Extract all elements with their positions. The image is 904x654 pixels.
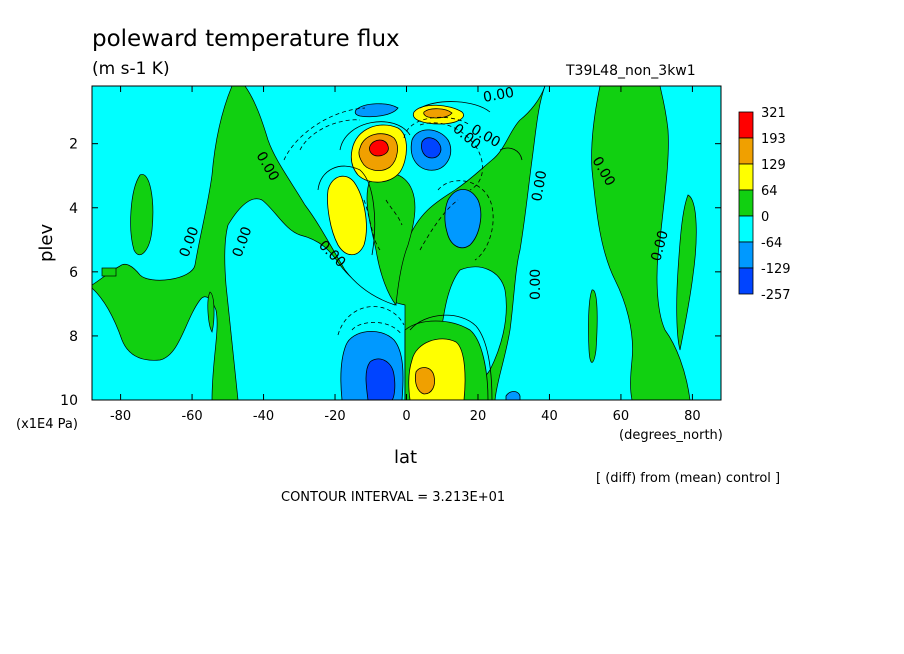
colorbar-swatch <box>738 189 754 217</box>
y-tick-label: 8 <box>69 329 78 345</box>
region-green-west-island <box>130 174 154 256</box>
colorbar-label: 0 <box>761 210 769 225</box>
positive-contours <box>317 101 523 400</box>
colorbar-swatch <box>738 241 754 269</box>
region-yellow-mid-west <box>327 175 367 256</box>
x-axis-unit: (degrees_north) <box>619 428 723 443</box>
colorbar-swatch <box>738 215 754 243</box>
region-darkblue-lower-west <box>365 358 396 400</box>
y-tick-label: 2 <box>69 137 78 153</box>
colorbar: 321 193 129 64 0 -64 -129 -257 <box>738 106 791 303</box>
zero-label-east-40: 0.00 <box>529 169 550 202</box>
colorbar-swatch <box>738 163 754 191</box>
zero-label-east-70: 0.00 <box>648 229 672 263</box>
x-tick-label: 60 <box>613 409 630 424</box>
colorbar-swatch <box>738 111 754 139</box>
x-tick-label: 80 <box>684 409 701 424</box>
region-cyan-west-band <box>92 86 233 286</box>
run-label: T39L48_non_3kw1 <box>565 63 696 79</box>
region-orange-lower-east <box>415 367 435 395</box>
colorbar-label: 321 <box>761 106 786 121</box>
zero-label-top: 0.00 <box>482 85 515 106</box>
colorbar-swatch <box>738 267 754 295</box>
x-tick-label: 40 <box>541 409 558 424</box>
region-green-west-sliver <box>207 291 215 333</box>
region-upper-dashed-blob <box>354 103 399 118</box>
units-label: (m s-1 K) <box>92 59 170 79</box>
colorbar-label: 64 <box>761 184 778 199</box>
x-axis-label: lat <box>394 447 417 468</box>
y-tick-label: 6 <box>69 265 78 281</box>
x-tick-label: 20 <box>470 409 487 424</box>
region-green-east-island <box>676 194 697 351</box>
region-cyan-west-lower <box>92 287 218 400</box>
x-tick-label: -20 <box>324 409 345 424</box>
region-green-center-tongue <box>366 172 416 306</box>
x-tick-label: -80 <box>110 409 131 424</box>
diff-note: [ (diff) from (mean) control ] <box>596 471 780 486</box>
colorbar-label: -257 <box>761 288 791 303</box>
y-tick-label: 4 <box>69 201 78 217</box>
y-tick-label: 10 <box>60 393 78 409</box>
contour-interval: CONTOUR INTERVAL = 3.213E+01 <box>281 490 505 505</box>
x-axis: -80 -60 -40 -20 0 20 40 60 80 <box>110 86 701 424</box>
colorbar-swatch <box>738 137 754 165</box>
y-axis: 2 4 6 8 10 <box>60 137 721 409</box>
negative-contours <box>283 107 494 336</box>
colorbar-label: -129 <box>761 262 791 277</box>
region-blue-small-east <box>505 391 521 400</box>
colorbar-label: 193 <box>761 132 786 147</box>
region-red-core <box>369 139 389 157</box>
x-tick-label: -60 <box>181 409 202 424</box>
region-blue-mid-east <box>444 189 482 249</box>
y-axis-label: plev <box>36 223 57 262</box>
region-orange-upper-east-core <box>423 108 453 119</box>
contour-field: 0.00 0.00 0.00 0.00 0.00 0.00 0.00 0.00 … <box>92 85 721 400</box>
region-green-small-box <box>101 267 117 277</box>
colorbar-label: 129 <box>761 158 786 173</box>
y-axis-unit: (x1E4 Pa) <box>16 417 78 432</box>
colorbar-label: -64 <box>761 236 782 251</box>
region-darkblue-upper-east <box>421 137 442 159</box>
x-tick-label: 0 <box>402 409 410 424</box>
zero-label-east-35: 0.00 <box>528 269 544 300</box>
chart-title: poleward temperature flux <box>92 26 400 52</box>
region-green-east-sliver <box>588 289 598 363</box>
x-tick-label: -40 <box>253 409 274 424</box>
